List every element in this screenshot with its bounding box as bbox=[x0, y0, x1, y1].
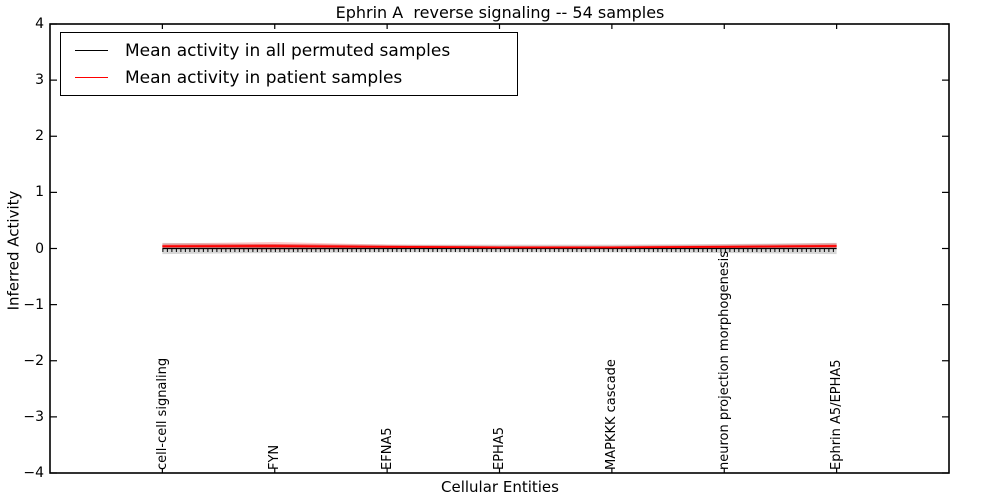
legend-line-patient-icon bbox=[75, 77, 108, 78]
y-tick-label: −2 bbox=[23, 352, 44, 369]
legend-label-patient: Mean activity in patient samples bbox=[125, 67, 403, 88]
x-tick-label: FYN bbox=[267, 444, 283, 470]
legend: Mean activity in all permuted samples Me… bbox=[60, 32, 518, 96]
legend-item-patient: Mean activity in patient samples bbox=[75, 65, 517, 91]
x-tick-label: cell-cell signaling bbox=[154, 357, 170, 470]
x-tick-label: Ephrin A5/EPHA5 bbox=[829, 359, 845, 470]
chart-title: Ephrin A reverse signaling -- 54 samples bbox=[335, 3, 665, 22]
y-tick-label: −1 bbox=[23, 296, 44, 313]
series-line-patient bbox=[162, 245, 837, 249]
x-tick-label: EPHA5 bbox=[492, 427, 507, 470]
y-tick-label: 2 bbox=[35, 128, 44, 145]
x-tick-label: neuron projection morphogenesis bbox=[716, 251, 732, 470]
x-axis-label: Cellular Entities bbox=[441, 478, 559, 496]
legend-item-permuted: Mean activity in all permuted samples bbox=[75, 38, 517, 64]
y-tick-label: 3 bbox=[35, 72, 44, 89]
y-tick-label: 1 bbox=[35, 184, 44, 201]
y-tick-label: 4 bbox=[35, 16, 44, 32]
legend-line-permuted-icon bbox=[75, 50, 108, 51]
y-tick-label: −4 bbox=[23, 465, 44, 481]
x-tick-label: EFNA5 bbox=[379, 427, 395, 470]
x-tick-label: MAPKKK cascade bbox=[604, 359, 620, 470]
legend-label-permuted: Mean activity in all permuted samples bbox=[125, 40, 451, 61]
y-tick-label: −3 bbox=[23, 408, 44, 425]
y-tick-label: 0 bbox=[35, 240, 44, 257]
